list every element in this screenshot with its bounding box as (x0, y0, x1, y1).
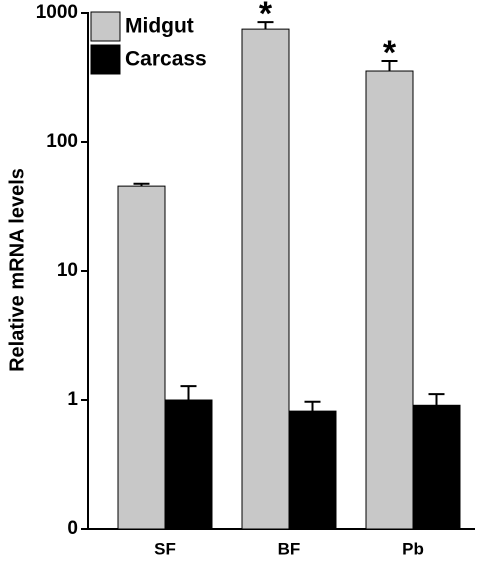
y-axis-label: Relative mRNA levels (6, 168, 28, 372)
legend-swatch (90, 11, 121, 42)
y-tick-label: 1000 (36, 2, 78, 23)
y-tick-label: 1 (67, 389, 78, 410)
y-tick-label: 0 (67, 518, 78, 539)
legend-swatch (90, 44, 121, 75)
bar (365, 70, 414, 530)
legend-label: Midgut (125, 15, 194, 38)
bar (164, 399, 213, 530)
bar (117, 185, 166, 530)
significance-marker: * (383, 34, 397, 72)
bar (412, 404, 461, 530)
error-bar (133, 182, 150, 187)
bar (241, 28, 290, 530)
error-bar (428, 393, 445, 406)
bar (288, 410, 337, 530)
x-tick-label: SF (154, 539, 176, 558)
y-tick-label: 10 (57, 260, 78, 281)
y-tick-label: 100 (46, 131, 78, 152)
x-tick-label: BF (278, 539, 301, 558)
significance-marker: * (259, 0, 273, 33)
x-tick-label: Pb (402, 539, 424, 558)
error-bar (304, 400, 321, 412)
error-bar (180, 385, 197, 400)
legend-label: Carcass (125, 48, 207, 71)
error-bar (257, 21, 274, 30)
error-bar (381, 59, 398, 72)
